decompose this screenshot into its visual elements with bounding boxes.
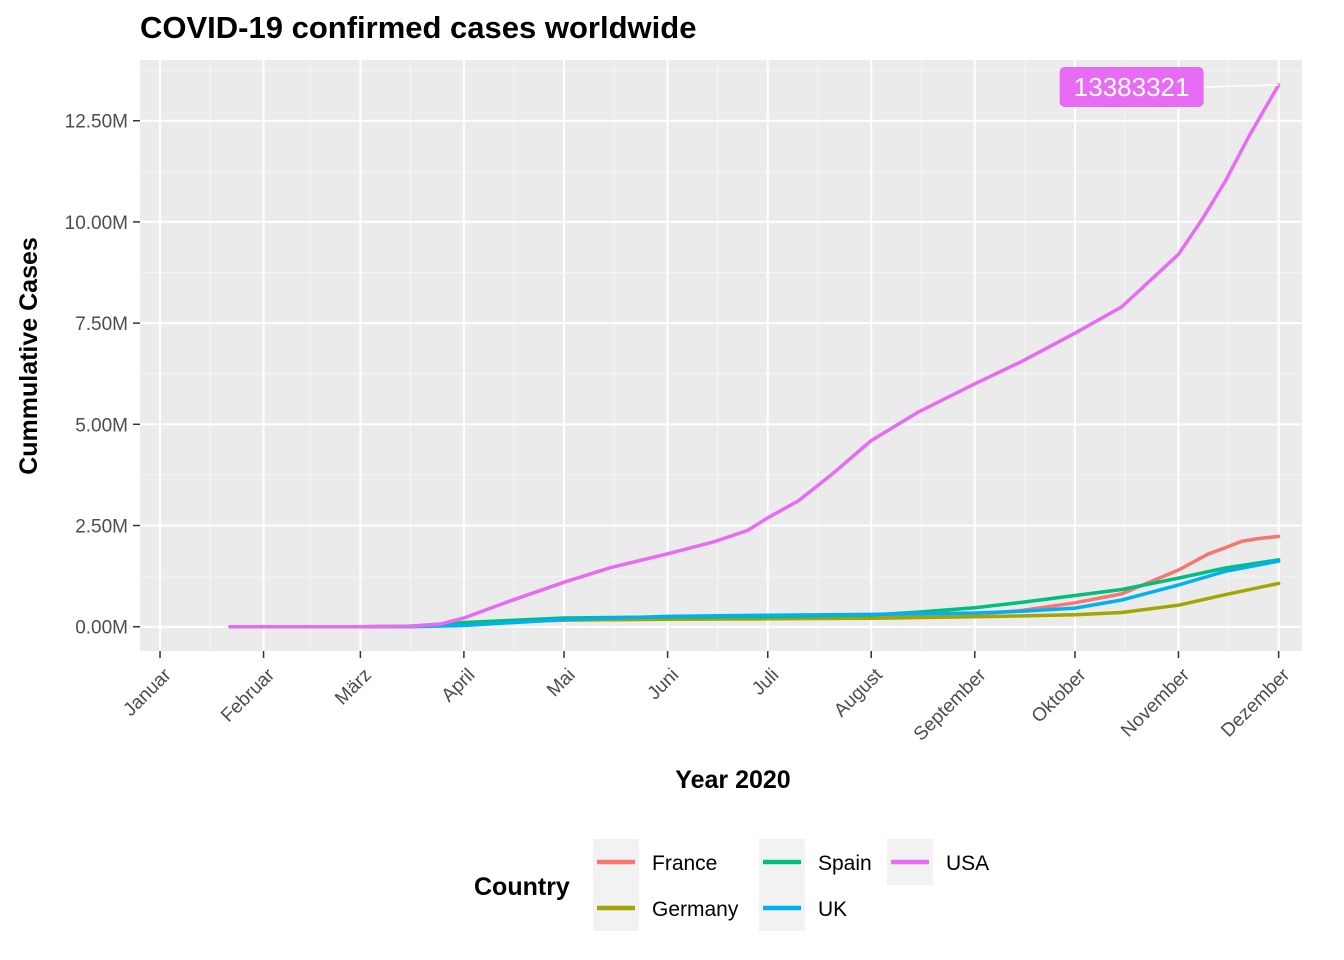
- x-axis: Januar Februar März April Mai Juni Juli August S…: [120, 651, 1295, 745]
- x-tick-label: August: [830, 664, 887, 721]
- y-tick-label: 2.50M: [75, 517, 128, 538]
- x-axis-title: Year 2020: [675, 766, 790, 794]
- legend-label: Spain: [818, 852, 872, 875]
- x-tick-label: Februar: [217, 664, 279, 726]
- major-gridlines: [140, 60, 1302, 651]
- x-tick-label: Oktober: [1028, 664, 1091, 727]
- chart-title: COVID-19 confirmed cases worldwide: [140, 10, 697, 45]
- legend-label: USA: [946, 852, 989, 875]
- y-tick-label: 7.50M: [75, 314, 128, 335]
- x-tick-label: September: [910, 664, 991, 745]
- y-tick-label: 0.00M: [75, 618, 128, 639]
- x-tick-label: Juli: [748, 665, 783, 700]
- annotation-box: [1059, 66, 1204, 107]
- x-tick-label: März: [331, 665, 376, 710]
- minor-gridlines: [140, 60, 1302, 651]
- annotation-connector: [1203, 84, 1279, 88]
- y-tick-label: 5.00M: [75, 415, 128, 436]
- y-tick-label: 10.00M: [65, 213, 128, 234]
- series-line-usa: [228, 83, 1281, 629]
- x-tick-label: Juni: [644, 665, 683, 704]
- x-tick-label: November: [1117, 664, 1194, 741]
- annotation-label: 13383321: [1074, 72, 1190, 102]
- x-tick-label: Januar: [120, 664, 176, 720]
- y-axis-title: Cummulative Cases: [15, 237, 43, 475]
- legend-title: Country: [474, 873, 570, 901]
- x-tick-label: April: [438, 665, 480, 707]
- legend: Country France Germany Spain UK USA: [474, 839, 989, 931]
- series-lines: [228, 83, 1281, 629]
- x-tick-label: Dezember: [1217, 664, 1294, 741]
- plot-panel: [140, 60, 1302, 651]
- y-axis: 0.00M 2.50M 5.00M 7.50M 10.00M 12.50M: [65, 112, 140, 639]
- y-tick-label: 12.50M: [65, 112, 128, 133]
- legend-label: UK: [818, 898, 847, 921]
- legend-label: France: [652, 852, 717, 875]
- legend-label: Germany: [652, 898, 739, 921]
- annotation-layer: 13383321: [1059, 66, 1279, 107]
- x-tick-label: Mai: [543, 665, 580, 702]
